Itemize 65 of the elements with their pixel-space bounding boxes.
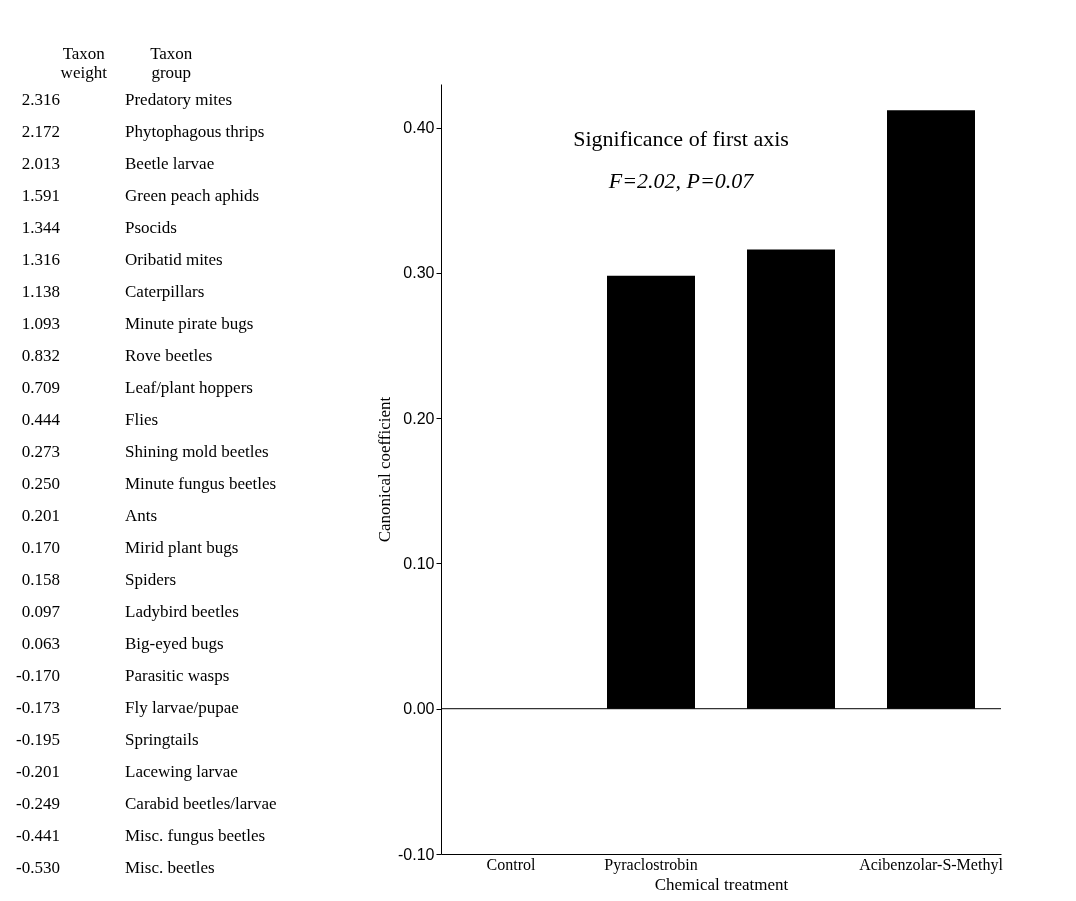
x-tick-label: Pyraclostrobin xyxy=(604,855,698,874)
text: 0.063 xyxy=(21,634,60,653)
category-label: Phytophagous thrips xyxy=(125,122,265,141)
category-label: Fly larvae/pupae xyxy=(125,698,239,717)
category-label: Flies xyxy=(125,410,159,429)
category-label: Parasitic wasps xyxy=(125,666,230,685)
category-label: Predatory mites xyxy=(125,90,233,109)
text: 0.709 xyxy=(21,378,60,397)
text: 0.832 xyxy=(21,346,60,365)
category-label: Ants xyxy=(125,506,158,525)
category-label: Beetle larvae xyxy=(125,154,215,173)
text: 0.250 xyxy=(21,474,60,493)
category-label: Caterpillars xyxy=(125,282,205,301)
text: -0.170 xyxy=(16,666,60,685)
annotation: Significance of first axis xyxy=(573,126,789,151)
text: -0.195 xyxy=(16,730,60,749)
category-label: Misc. fungus beetles xyxy=(125,826,266,845)
category-label: Green peach aphids xyxy=(125,186,260,205)
text: 2.316 xyxy=(21,90,60,109)
text: 2.013 xyxy=(21,154,60,173)
y-tick-label: 0.30 xyxy=(403,264,435,282)
text: -0.173 xyxy=(16,698,60,717)
y-tick-label: 0.10 xyxy=(403,554,435,572)
category-label: Psocids xyxy=(125,218,177,237)
text: 1.093 xyxy=(21,314,60,333)
text: -0.530 xyxy=(16,858,60,877)
text: 0.158 xyxy=(21,570,60,589)
category-label: Minute fungus beetles xyxy=(125,474,277,493)
text: Taxon weight xyxy=(60,44,108,82)
category-label: Misc. beetles xyxy=(125,858,215,877)
y-tick-label: 0.00 xyxy=(403,700,435,718)
y-tick-label: 0.40 xyxy=(403,119,435,137)
text: 0.170 xyxy=(21,538,60,557)
category-label: Shining mold beetles xyxy=(125,442,269,461)
category-label: Leaf/plant hoppers xyxy=(125,378,253,397)
text: 1.344 xyxy=(21,218,60,237)
y-tick-label: -0.10 xyxy=(398,845,435,863)
text: 1.316 xyxy=(21,250,60,269)
text: Taxon group xyxy=(150,44,193,82)
category-label: Lacewing larvae xyxy=(125,762,238,781)
text: 0.201 xyxy=(21,506,60,525)
text: 1.591 xyxy=(21,186,60,205)
text: -0.249 xyxy=(16,794,60,813)
text: 1.138 xyxy=(21,282,60,301)
x-tick-label: Acibenzolar-S-Methyl xyxy=(859,855,1004,874)
category-label: Big-eyed bugs xyxy=(125,634,224,653)
text: 0.444 xyxy=(21,410,60,429)
category-label: Rove beetles xyxy=(125,346,213,365)
annotation: F=2.02, P=0.07 xyxy=(607,168,755,193)
category-label: Carabid beetles/larvae xyxy=(125,794,277,813)
text: 2.172 xyxy=(21,122,60,141)
category-label: Minute pirate bugs xyxy=(125,314,254,333)
y-tick-label: 0.20 xyxy=(403,409,435,427)
category-label: Mirid plant bugs xyxy=(125,538,239,557)
text: 0.097 xyxy=(21,602,60,621)
y-axis-title: Canonical coefficient xyxy=(375,396,395,543)
text: -0.441 xyxy=(16,826,60,845)
category-label: Oribatid mites xyxy=(125,250,223,269)
text: -0.201 xyxy=(16,762,60,781)
x-axis-title: Chemical treatment xyxy=(654,874,789,894)
text: 0.273 xyxy=(21,442,60,461)
x-tick-label: Control xyxy=(486,855,536,873)
category-label: Spiders xyxy=(125,570,176,589)
category-label: Springtails xyxy=(125,730,199,749)
category-label: Ladybird beetles xyxy=(125,602,239,621)
